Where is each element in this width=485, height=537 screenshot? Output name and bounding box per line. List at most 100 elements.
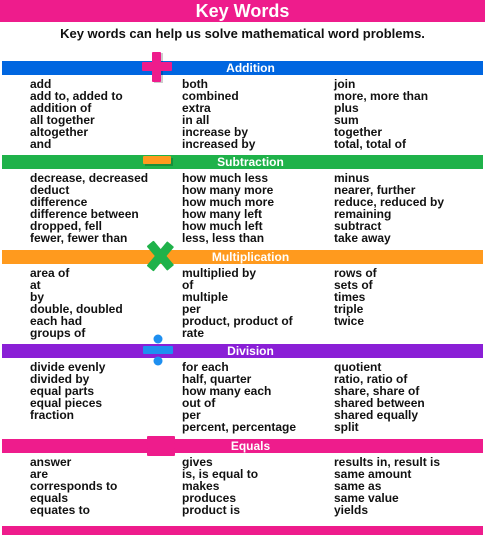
key-word: share, share of xyxy=(334,384,420,398)
bottom-bar xyxy=(2,526,483,535)
key-word: corresponds to xyxy=(30,479,118,493)
key-word: extra xyxy=(182,101,211,115)
key-word: product, product of xyxy=(182,314,293,328)
equals-column-1: answer are corresponds to equals equates to xyxy=(30,456,117,516)
key-word: for each xyxy=(182,360,229,374)
key-word: half, quarter xyxy=(182,372,252,386)
key-word: more, more than xyxy=(334,89,429,103)
multiplication-column-2: multiplied by of multiple per product, produ… xyxy=(182,267,293,339)
multiplication-label: Multiplication xyxy=(211,250,290,264)
multiplication-column-3: rows of sets of times triple twice xyxy=(334,267,377,327)
addition-column-2: both combined extra in all increase by increa… xyxy=(182,78,255,150)
equals-column-2: gives is, is equal to makes produces product… xyxy=(182,456,258,516)
key-word: divide evenly xyxy=(30,360,106,374)
division-column-1: divide evenly divided by equal parts equal … xyxy=(30,361,105,421)
key-word: together xyxy=(334,125,382,139)
division-label: Division xyxy=(227,344,274,358)
key-word: all together xyxy=(30,113,95,127)
equals-icon xyxy=(144,428,178,462)
key-word: times xyxy=(334,290,366,304)
key-word: how much less xyxy=(182,171,269,185)
subtraction-column-3: minus nearer, further reduce, reduced by re… xyxy=(334,172,444,244)
key-word: nearer, further xyxy=(334,183,416,197)
key-word: twice xyxy=(334,314,365,328)
key-word: reduce, reduced by xyxy=(334,195,445,209)
key-word: equal pieces xyxy=(30,396,103,410)
key-word: percent, percentage xyxy=(182,420,297,434)
key-word: fraction xyxy=(30,408,75,422)
key-word: subtract xyxy=(334,219,382,233)
division-column-3: quotient ratio, ratio of share, share of sh… xyxy=(334,361,425,433)
key-word: in all xyxy=(182,113,210,127)
key-word: area of xyxy=(30,266,70,280)
key-word: multiple xyxy=(182,290,229,304)
key-word: out of xyxy=(182,396,216,410)
key-word: deduct xyxy=(30,183,70,197)
divide-icon xyxy=(141,333,175,367)
times-icon xyxy=(143,239,177,273)
key-word: is, is equal to xyxy=(182,467,259,481)
key-word: difference xyxy=(30,195,88,209)
key-word: addition of xyxy=(30,101,92,115)
equals-label: Equals xyxy=(230,439,271,453)
key-word: remaining xyxy=(334,207,392,221)
key-word: same amount xyxy=(334,467,412,481)
key-word: add to, added to xyxy=(30,89,123,103)
equals-header: Equals xyxy=(2,439,483,453)
key-word: take away xyxy=(334,231,391,245)
key-word: fewer, fewer than xyxy=(30,231,128,245)
subtraction-header: Subtraction xyxy=(2,155,483,169)
key-word: groups of xyxy=(30,326,86,340)
addition-header: Addition xyxy=(2,61,483,75)
multiplication-column-1: area of at by double, doubled each had groups… xyxy=(30,267,123,339)
subtraction-label: Subtraction xyxy=(217,155,284,169)
key-word: double, doubled xyxy=(30,302,123,316)
key-word: produces xyxy=(182,491,237,505)
key-word: how many left xyxy=(182,207,263,221)
subtraction-column-2: how much less how many more how much more h… xyxy=(182,172,274,244)
key-word: both xyxy=(182,77,208,91)
key-word: product is xyxy=(182,503,241,517)
intro-text: Key words can help us solve mathematical… xyxy=(60,26,425,41)
key-word: difference between xyxy=(30,207,139,221)
key-word: join xyxy=(334,77,356,91)
key-word: and xyxy=(30,137,52,151)
key-word: less, less than xyxy=(182,231,265,245)
minus-icon xyxy=(141,144,175,178)
key-word: per xyxy=(182,408,201,422)
multiplication-header: Multiplication xyxy=(2,250,483,264)
key-word: decrease, decreased xyxy=(30,171,149,185)
key-word: quotient xyxy=(334,360,382,374)
key-word: rows of xyxy=(334,266,377,280)
key-word: yields xyxy=(334,503,369,517)
key-word: answer xyxy=(30,455,72,469)
key-word: how many more xyxy=(182,183,274,197)
key-word: how much more xyxy=(182,195,275,209)
plus-icon xyxy=(140,50,174,84)
key-word: multiplied by xyxy=(182,266,257,280)
key-word: of xyxy=(182,278,194,292)
equals-column-3: results in, result is same amount same as s… xyxy=(334,456,440,516)
key-word: per xyxy=(182,302,201,316)
addition-column-3: join more, more than plus sum together total,… xyxy=(334,78,428,150)
key-word: how many each xyxy=(182,384,272,398)
key-word: are xyxy=(30,467,49,481)
key-word: each had xyxy=(30,314,83,328)
key-word: increase by xyxy=(182,125,249,139)
key-word: sum xyxy=(334,113,359,127)
division-header: Division xyxy=(2,344,483,358)
key-word: equals xyxy=(30,491,69,505)
key-word: altogether xyxy=(30,125,89,139)
key-word: equal parts xyxy=(30,384,95,398)
key-word: gives xyxy=(182,455,213,469)
poster-title: Key Words xyxy=(0,0,485,22)
key-word: plus xyxy=(334,101,359,115)
key-word: shared between xyxy=(334,396,425,410)
key-word: add xyxy=(30,77,52,91)
key-word: at xyxy=(30,278,41,292)
key-word: how much left xyxy=(182,219,263,233)
key-word: same value xyxy=(334,491,399,505)
key-word: rate xyxy=(182,326,205,340)
key-word: dropped, fell xyxy=(30,219,102,233)
